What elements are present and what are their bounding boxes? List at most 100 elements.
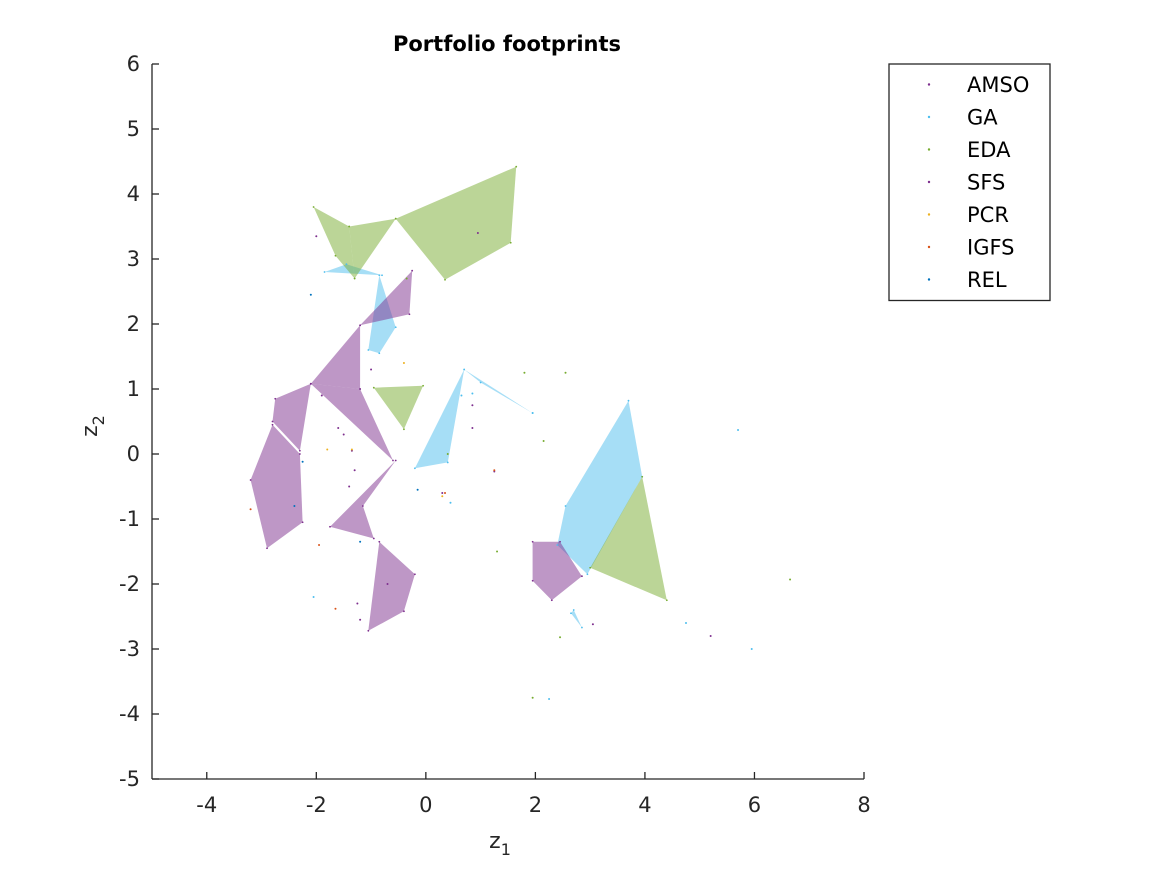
legend-marker-rel bbox=[927, 278, 931, 281]
footprint-vertex-ga bbox=[394, 326, 397, 329]
point-eda bbox=[559, 636, 562, 639]
footprint-vertex-sfs bbox=[413, 573, 416, 576]
footprint-sfs-3 bbox=[272, 383, 311, 451]
legend-label-ga: GA bbox=[967, 106, 998, 130]
footprint-ga-2 bbox=[414, 369, 465, 469]
footprint-sfs-5 bbox=[330, 460, 396, 539]
point-sfs bbox=[370, 368, 373, 371]
footprint-vertex-sfs bbox=[378, 540, 381, 543]
footprint-vertex-ga bbox=[556, 544, 559, 546]
y-tick-label: 1 bbox=[127, 377, 140, 401]
footprint-sfs-2 bbox=[310, 383, 393, 461]
point-sfs bbox=[356, 602, 359, 605]
footprint-vertex-ga bbox=[572, 609, 575, 611]
chart-title: Portfolio footprints bbox=[393, 32, 621, 56]
footprint-vertex-ga bbox=[463, 368, 466, 371]
x-tick-label: 8 bbox=[857, 793, 870, 817]
point-eda bbox=[789, 578, 792, 581]
x-axis-label: z1 bbox=[489, 829, 511, 859]
point-rel bbox=[301, 460, 304, 463]
x-tick-label: 4 bbox=[638, 793, 651, 817]
legend-marker-eda bbox=[927, 148, 931, 151]
footprint-vertex-ga bbox=[345, 263, 348, 266]
legend-label-pcr: PCR bbox=[967, 203, 1009, 227]
footprint-vertex-sfs bbox=[392, 459, 394, 462]
footprint-eda-2 bbox=[395, 166, 517, 280]
point-ga bbox=[548, 698, 551, 701]
footprint-eda-1 bbox=[349, 218, 396, 279]
footprint-eda-3 bbox=[373, 385, 424, 430]
point-sfs bbox=[386, 583, 389, 585]
y-tick-label: 0 bbox=[127, 442, 140, 466]
footprint-vertex-sfs bbox=[309, 382, 312, 385]
point-pcr bbox=[326, 448, 329, 451]
point-eda bbox=[446, 453, 449, 455]
footprint-sfs-7 bbox=[532, 541, 582, 601]
point-rel bbox=[309, 293, 312, 296]
point-igfs bbox=[444, 492, 447, 494]
y-tick-label: 3 bbox=[127, 247, 140, 271]
footprint-vertex-sfs bbox=[361, 505, 364, 507]
footprint-vertex-eda bbox=[422, 384, 425, 387]
legend-label-amso: AMSO bbox=[967, 73, 1029, 97]
y-axis-label: z2 bbox=[78, 415, 108, 437]
x-axis-label-subscript: 1 bbox=[501, 840, 511, 859]
footprint-vertex-eda bbox=[444, 278, 446, 281]
y-tick-label: -5 bbox=[119, 767, 140, 791]
point-eda bbox=[496, 550, 499, 553]
footprint-eda-4 bbox=[590, 476, 667, 601]
legend-label-rel: REL bbox=[967, 268, 1007, 292]
y-tick-label: 6 bbox=[127, 52, 140, 76]
footprint-vertex-eda bbox=[641, 475, 644, 478]
footprint-vertex-eda bbox=[353, 277, 356, 280]
footprint-ga-4 bbox=[557, 400, 643, 575]
footprint-vertex-sfs bbox=[531, 540, 534, 543]
point-rel bbox=[416, 488, 419, 491]
point-igfs bbox=[318, 544, 321, 546]
footprint-sfs-0 bbox=[360, 270, 413, 326]
point-sfs bbox=[709, 635, 712, 637]
scatter-points bbox=[249, 165, 792, 701]
footprint-vertex-sfs bbox=[559, 540, 561, 543]
point-ga bbox=[737, 428, 740, 431]
footprint-vertex-sfs bbox=[359, 324, 362, 327]
legend-label-eda: EDA bbox=[967, 138, 1011, 162]
footprint-vertex-sfs bbox=[531, 579, 534, 582]
point-amso bbox=[476, 232, 479, 234]
point-ga bbox=[685, 622, 687, 624]
point-pcr bbox=[441, 495, 444, 498]
legend-label-igfs: IGFS bbox=[967, 236, 1015, 260]
legend-label-sfs: SFS bbox=[967, 171, 1005, 195]
point-sfs bbox=[471, 404, 474, 407]
footprint-vertex-ga bbox=[378, 352, 381, 355]
point-rel bbox=[359, 540, 362, 543]
legend-marker-amso bbox=[927, 83, 931, 86]
footprint-vertex-eda bbox=[665, 599, 668, 602]
footprint-vertex-sfs bbox=[271, 423, 274, 426]
footprint-vertex-ga bbox=[581, 626, 583, 629]
point-sfs bbox=[337, 427, 340, 429]
footprint-sfs-1 bbox=[310, 325, 361, 389]
footprint-vertex-ga bbox=[323, 271, 326, 273]
footprint-vertex-sfs bbox=[411, 269, 414, 272]
point-eda bbox=[531, 696, 534, 699]
footprint-vertex-ga bbox=[479, 381, 482, 384]
point-igfs bbox=[249, 508, 252, 511]
y-tick-label: -1 bbox=[119, 507, 140, 531]
x-tick-label: 2 bbox=[529, 793, 542, 817]
footprint-vertex-eda bbox=[348, 225, 351, 228]
footprint-vertex-sfs bbox=[249, 479, 252, 481]
footprint-ga-3 bbox=[464, 369, 533, 414]
footprint-vertex-ga bbox=[378, 274, 381, 277]
footprint-vertex-eda bbox=[509, 241, 512, 244]
point-sfs bbox=[471, 427, 474, 429]
point-eda bbox=[542, 440, 545, 442]
point-pcr bbox=[402, 362, 405, 364]
point-sfs bbox=[320, 394, 323, 397]
legend-box bbox=[888, 63, 1051, 302]
x-tick-label: 0 bbox=[419, 793, 432, 817]
point-ga bbox=[449, 501, 452, 504]
point-sfs bbox=[359, 618, 362, 621]
point-sfs bbox=[591, 623, 594, 626]
